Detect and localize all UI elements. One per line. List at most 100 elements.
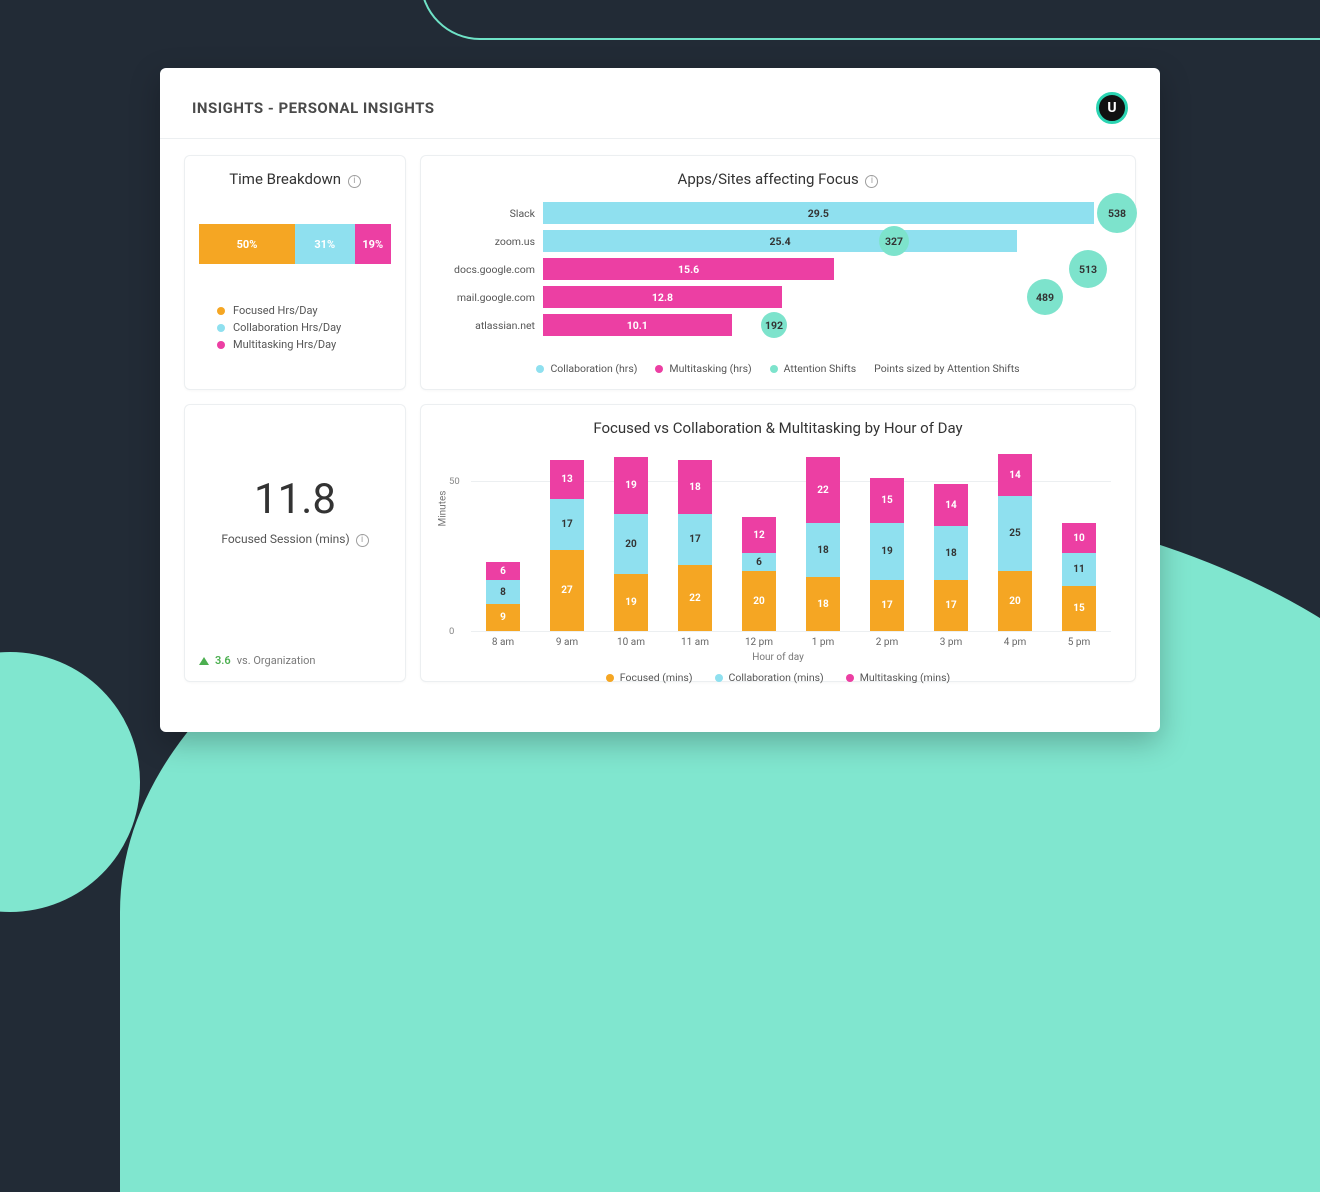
legend-item: Focused Hrs/Day [217,304,391,317]
x-tick-label: 12 pm [742,637,776,648]
panel-header: INSIGHTS - PERSONAL INSIGHTS U [160,68,1160,139]
time-breakdown-bar: 50%31%19% [199,224,391,264]
legend-note: Points sized by Attention Shifts [874,362,1019,375]
card-apps-focus: Apps/Sites affecting Focus i Slack29.553… [420,155,1136,390]
hour-x-labels: 8 am9 am10 am11 am12 pm1 pm2 pm3 pm4 pm5… [471,637,1111,648]
hour-stack: 986 [486,562,520,631]
apps-row-bar: 12.8 [543,286,782,308]
hour-segment-collaboration: 18 [806,523,840,577]
hour-column: 192019 [614,457,648,631]
legend-label: Attention Shifts [784,362,856,375]
hour-segment-focused: 20 [998,571,1032,631]
legend-item: Multitasking (hrs) [655,362,751,375]
info-icon[interactable]: i [865,175,878,188]
apps-row-bar: 15.6 [543,258,834,280]
card-focused-session: 11.8 Focused Session (mins) i 3.6 vs. Or… [184,404,406,682]
apps-row-label: atlassian.net [435,319,543,332]
x-tick-label: 11 am [678,637,712,648]
time-breakdown-segment: 31% [295,224,355,264]
hour-chart-legend: Focused (mins)Collaboration (mins)Multit… [435,671,1121,684]
x-tick-label: 8 am [486,637,520,648]
apps-row-bar: 29.5 [543,202,1094,224]
x-tick-label: 9 am [550,637,584,648]
apps-row-track: 10.1 192 [543,314,1121,336]
hour-segment-multitasking: 10 [1062,523,1096,553]
hour-segment-collaboration: 19 [870,523,904,580]
info-icon[interactable]: i [356,534,369,547]
hour-segment-multitasking: 14 [934,484,968,526]
attention-shift-bubble: 489 [1027,279,1063,315]
hour-chart-wrap: Minutes 05098627171319201922171820612181… [435,451,1121,684]
legend-item: Attention Shifts [770,362,856,375]
apps-chart-row: mail.google.com12.8489 [435,286,1121,308]
hour-segment-multitasking: 13 [550,460,584,499]
hour-segment-multitasking: 6 [486,562,520,580]
focused-session-label: Focused Session (mins) i [199,532,391,547]
apps-row-bar: 25.4 [543,230,1017,252]
hour-segment-focused: 18 [806,577,840,631]
legend-dot-icon [655,365,663,373]
focused-session-compare: 3.6 vs. Organization [199,654,316,667]
y-tick-label: 50 [449,476,460,487]
hour-column: 271713 [550,460,584,631]
x-tick-label: 5 pm [1062,637,1096,648]
apps-row-label: Slack [435,207,543,220]
card-hour-chart: Focused vs Collaboration & Multitasking … [420,404,1136,682]
legend-label: Multitasking (hrs) [669,362,751,375]
legend-dot-icon [770,365,778,373]
hour-segment-focused: 22 [678,565,712,631]
card-title: Focused vs Collaboration & Multitasking … [435,419,1121,437]
decorative-blob-left [0,652,140,912]
legend-item: Collaboration Hrs/Day [217,321,391,334]
hour-column: 181822 [806,457,840,631]
hour-stack: 192019 [614,457,648,631]
time-breakdown-legend: Focused Hrs/DayCollaboration Hrs/DayMult… [199,304,391,351]
hour-stack: 221718 [678,460,712,631]
focused-session-label-text: Focused Session (mins) [221,532,349,546]
y-axis-label: Minutes [438,491,449,527]
apps-row-track: 15.6513 [543,258,1121,280]
legend-item: Collaboration (mins) [715,671,824,684]
hour-segment-multitasking: 14 [998,454,1032,496]
x-tick-label: 10 am [614,637,648,648]
card-time-breakdown: Time Breakdown i 50%31%19% Focused Hrs/D… [184,155,406,390]
card-title: Time Breakdown i [199,170,391,188]
apps-chart-row: docs.google.com15.6513 [435,258,1121,280]
gridline: 0 [471,631,1111,632]
legend-dot-icon [217,307,225,315]
hour-column: 171814 [934,484,968,631]
hour-column: 221718 [678,460,712,631]
decorative-curve [420,0,1320,40]
legend-dot-icon [846,674,854,682]
hour-segment-focused: 17 [934,580,968,631]
hour-segment-focused: 19 [614,574,648,631]
card-title-text: Apps/Sites affecting Focus [678,170,859,188]
insights-panel: INSIGHTS - PERSONAL INSIGHTS U Time Brea… [160,68,1160,732]
apps-row-track: 25.4327 [543,230,1121,252]
apps-row-track: 29.5538 [543,202,1121,224]
legend-item: Focused (mins) [606,671,693,684]
hour-column: 986 [486,562,520,631]
hour-segment-collaboration: 11 [1062,553,1096,586]
compare-value: 3.6 [215,654,231,667]
hour-segment-focused: 9 [486,604,520,631]
hour-column: 202514 [998,454,1032,631]
x-tick-label: 4 pm [998,637,1032,648]
attention-shift-bubble: 538 [1097,193,1137,233]
legend-item: Collaboration (hrs) [536,362,637,375]
legend-dot-icon [536,365,544,373]
legend-dot-icon [715,674,723,682]
hour-stack: 20612 [742,517,776,631]
attention-shift-bubble: 192 [761,312,787,338]
user-avatar[interactable]: U [1096,92,1128,124]
card-title-text: Time Breakdown [229,170,341,188]
legend-label: Collaboration (hrs) [550,362,637,375]
legend-dot-icon [606,674,614,682]
hour-segment-collaboration: 18 [934,526,968,580]
hour-segment-collaboration: 6 [742,553,776,571]
dashboard-grid: Time Breakdown i 50%31%19% Focused Hrs/D… [160,139,1160,702]
apps-row-bar: 10.1 [543,314,732,336]
info-icon[interactable]: i [348,175,361,188]
apps-chart-row: zoom.us25.4327 [435,230,1121,252]
hour-segment-multitasking: 19 [614,457,648,514]
